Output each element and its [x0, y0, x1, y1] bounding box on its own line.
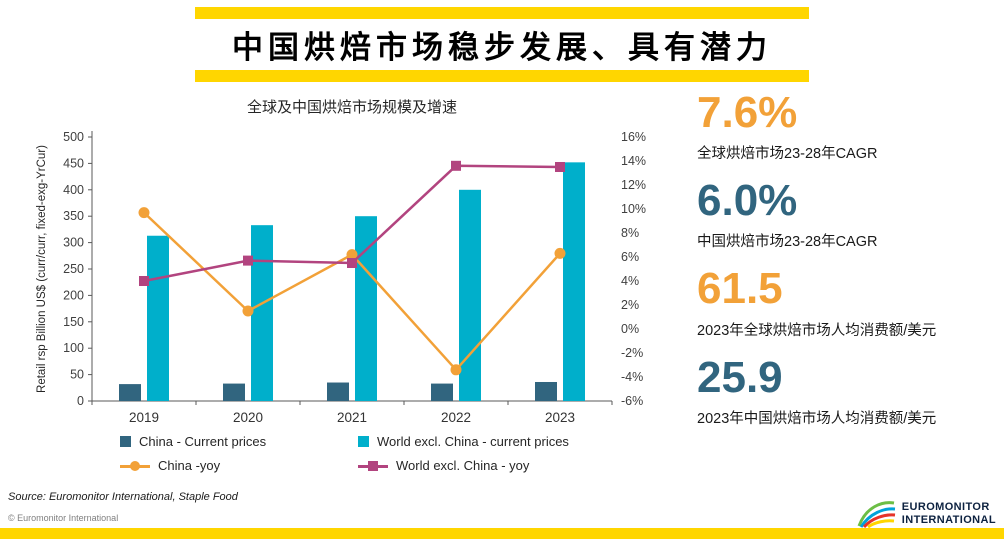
legend-label-china-yoy: China -yoy — [158, 458, 221, 473]
svg-text:450: 450 — [63, 156, 84, 170]
svg-text:150: 150 — [63, 315, 84, 329]
legend-label-world-bar: World excl. China - current prices — [377, 434, 569, 449]
copyright-note: © Euromonitor International — [8, 513, 119, 523]
svg-text:2021: 2021 — [337, 410, 367, 425]
legend-item-world-bar: World excl. China - current prices — [358, 434, 569, 449]
legend-label-world-yoy: World excl. China - yoy — [396, 458, 530, 473]
svg-text:-6%: -6% — [621, 394, 643, 408]
euromonitor-logo: EUROMONITOR INTERNATIONAL — [856, 499, 996, 529]
bottom-accent-strip — [0, 528, 1004, 539]
svg-text:2%: 2% — [621, 298, 639, 312]
svg-text:2022: 2022 — [441, 410, 471, 425]
stats-panel: 7.6% 全球烘焙市场23-28年CAGR 6.0% 中国烘焙市场23-28年C… — [697, 88, 997, 443]
stat-value-china-cagr: 6.0% — [697, 176, 798, 226]
source-note: Source: Euromonitor International, Stapl… — [8, 491, 238, 503]
chart-title: 全球及中国烘焙市场规模及增速 — [246, 99, 457, 116]
svg-text:10%: 10% — [621, 202, 646, 216]
market-chart-svg: 0 50 100 150 200 250 300 350 400 450 500 -6% -4% -2% 0… — [63, 130, 646, 425]
legend-item-china-yoy: China -yoy — [120, 458, 358, 473]
world-bar-swatch-icon — [358, 436, 369, 447]
stat-label-china-cagr: 中国烘焙市场23-28年CAGR — [697, 234, 878, 251]
euromonitor-logo-icon — [857, 501, 895, 529]
svg-text:6%: 6% — [621, 250, 639, 264]
svg-text:2019: 2019 — [129, 410, 159, 425]
legend-label-china-bar: China - Current prices — [139, 434, 267, 449]
world-yoy-swatch-icon — [358, 460, 388, 472]
stat-value-global-cagr: 7.6% — [697, 88, 798, 137]
legend-item-china-bar: China - Current prices — [120, 434, 358, 449]
svg-text:14%: 14% — [621, 154, 646, 168]
svg-text:100: 100 — [63, 341, 84, 355]
page-title: 中国烘焙市场稳步发展、具有潜力 — [232, 30, 772, 65]
svg-text:500: 500 — [63, 130, 84, 144]
svg-text:350: 350 — [63, 209, 84, 223]
svg-text:4%: 4% — [621, 274, 639, 288]
title-top-bar — [195, 7, 809, 19]
stat-value-china-percapita: 25.9 — [697, 352, 783, 402]
svg-text:-2%: -2% — [621, 346, 643, 360]
svg-text:50: 50 — [70, 368, 84, 382]
svg-text:0: 0 — [77, 394, 84, 408]
svg-text:-4%: -4% — [621, 370, 643, 384]
stat-value-global-percapita: 61.5 — [697, 264, 783, 314]
svg-text:2020: 2020 — [233, 410, 263, 425]
china-yoy-swatch-icon — [120, 460, 150, 472]
svg-text:400: 400 — [63, 183, 84, 197]
title-bottom-bar — [195, 70, 809, 82]
stat-label-china-percapita: 2023年中国烘焙市场人均消费额/美元 — [697, 410, 937, 427]
chart-legend: China - Current prices World excl. China… — [120, 434, 569, 473]
svg-text:250: 250 — [63, 262, 84, 276]
title-block: 中国烘焙市场稳步发展、具有潜力 — [195, 7, 809, 82]
svg-text:0%: 0% — [621, 322, 639, 336]
svg-text:200: 200 — [63, 288, 84, 302]
svg-text:8%: 8% — [621, 226, 639, 240]
stat-label-global-cagr: 全球烘焙市场23-28年CAGR — [697, 146, 878, 163]
china-bar-swatch-icon — [120, 436, 131, 447]
svg-text:300: 300 — [63, 236, 84, 250]
svg-text:12%: 12% — [621, 178, 646, 192]
stat-label-global-percapita: 2023年全球烘焙市场人均消费额/美元 — [697, 322, 937, 339]
euromonitor-logo-text: EUROMONITOR INTERNATIONAL — [901, 500, 996, 526]
svg-text:16%: 16% — [621, 130, 646, 144]
legend-item-world-yoy: World excl. China - yoy — [358, 458, 569, 473]
svg-text:2023: 2023 — [545, 410, 575, 425]
